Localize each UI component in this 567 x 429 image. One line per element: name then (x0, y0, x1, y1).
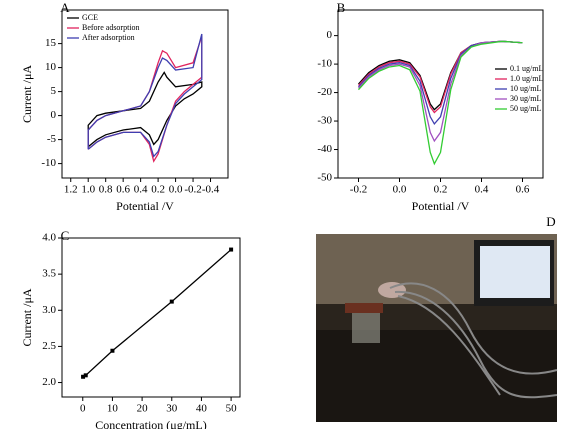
x-tick-label: 1.0 (81, 184, 95, 196)
y-tick-label: -10 (317, 58, 332, 70)
legend-label: 50 ug/mL (510, 104, 541, 113)
x-tick-label: 0.4 (475, 184, 489, 196)
x-tick-label: 1.2 (64, 184, 78, 196)
y-tick-label: -30 (317, 115, 332, 127)
x-tick-label: 0.8 (99, 184, 113, 196)
x-tick-label: 0.2 (151, 184, 165, 196)
point (229, 247, 234, 252)
plot-frame (61, 9, 229, 179)
series-line (358, 40, 523, 143)
x-tick-label: 0 (80, 403, 86, 415)
x-axis-label: Concentration (μg/mL) (95, 418, 206, 429)
series-line (82, 249, 232, 378)
x-tick-label: 20 (137, 403, 149, 415)
y-tick-label: 5 (51, 85, 57, 97)
y-tick-label: 0 (51, 109, 57, 121)
series-line (358, 40, 523, 126)
panel-label: D (546, 214, 555, 229)
x-tick-label: 0.2 (434, 184, 448, 196)
y-tick-label: 4.0 (42, 232, 56, 244)
legend-label: After adsorption (82, 33, 135, 42)
x-axis-label: Potential /V (116, 199, 174, 213)
y-tick-label: 3.5 (42, 268, 56, 280)
legend-label: 1.0 ug/mL (510, 74, 543, 83)
x-tick-label: -0.4 (202, 184, 220, 196)
x-tick-label: 30 (166, 403, 178, 415)
y-tick-label: 15 (45, 37, 57, 49)
y-tick-label: -40 (317, 143, 332, 155)
cables (389, 282, 558, 399)
x-axis-label: Potential /V (412, 199, 470, 213)
y-tick-label: 10 (45, 61, 57, 73)
y-tick-label: -5 (47, 133, 57, 145)
y-tick-label: -20 (317, 86, 332, 98)
laptop-screen (480, 246, 550, 298)
legend-label: GCE (82, 13, 98, 22)
x-tick-label: 0.0 (169, 184, 183, 196)
panel-label: C (61, 228, 70, 243)
y-axis-label: Current /μA (20, 288, 34, 346)
y-tick-label: 2.5 (42, 340, 56, 352)
point (110, 348, 115, 353)
legend-label: 10 ug/mL (510, 84, 541, 93)
y-tick-label: 2.0 (42, 376, 56, 388)
x-tick-label: 50 (226, 403, 238, 415)
y-tick-label: -50 (317, 172, 332, 184)
x-tick-label: -0.2 (350, 184, 367, 196)
x-tick-label: 0.6 (116, 184, 130, 196)
legend-label: 30 ug/mL (510, 94, 541, 103)
y-tick-label: 3.0 (42, 304, 56, 316)
holder (378, 282, 406, 298)
photo (316, 234, 558, 422)
point (83, 373, 88, 378)
y-axis-label: Current /μA (20, 65, 34, 123)
x-tick-label: 40 (196, 403, 208, 415)
photo-table (316, 330, 557, 422)
beaker (352, 313, 380, 343)
panel-label: A (60, 0, 70, 15)
series-line (358, 40, 523, 114)
electrode-cap (345, 303, 383, 313)
x-tick-label: 0.0 (393, 184, 407, 196)
series-line (87, 33, 203, 158)
panel-label: B (337, 0, 346, 15)
point (169, 299, 174, 304)
legend-label: Before adsorption (82, 23, 140, 32)
point (81, 374, 86, 379)
legend-label: 0.1 ug/mL (510, 64, 543, 73)
plot-frame (61, 237, 241, 398)
x-tick-label: 0.6 (516, 184, 530, 196)
y-tick-label: -10 (41, 157, 56, 169)
x-tick-label: -0.2 (184, 184, 201, 196)
series-line (87, 71, 203, 148)
y-tick-label: 0 (327, 29, 333, 41)
x-tick-label: 0.4 (134, 184, 148, 196)
x-tick-label: 10 (107, 403, 119, 415)
series-line (358, 40, 523, 166)
